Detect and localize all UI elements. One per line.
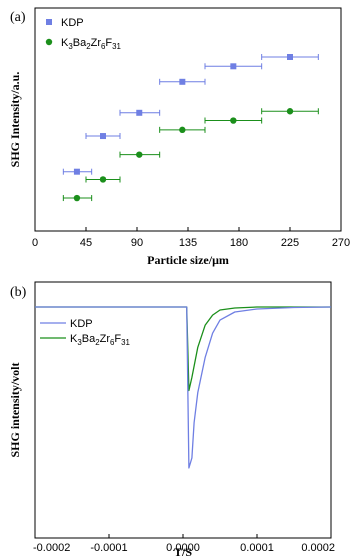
x-axis-label-a: Particle size/μm	[147, 253, 229, 267]
series-line-b-k3ba2zr6f31	[35, 306, 331, 392]
series-line-b-kdp	[35, 306, 332, 469]
data-point-circle	[179, 126, 186, 134]
y-axis-label-b: SHG intensity/volt	[8, 362, 22, 457]
data-point-square	[100, 133, 106, 140]
legend-marker-k3-a	[45, 38, 53, 46]
legend-label-k3-b: K3Ba2Zr6F31	[70, 333, 131, 347]
data-point-square	[136, 109, 143, 116]
data-point-square	[287, 54, 293, 60]
x-tick-label-b: 0.0001	[240, 542, 274, 554]
series-a-kdp	[62, 54, 319, 175]
x-axis-label-b: T/S	[174, 545, 192, 558]
legend-label-kdp-b: KDP	[70, 318, 93, 330]
data-point-circle	[136, 151, 143, 158]
x-tick-label-b: 0.0000	[166, 542, 200, 554]
data-point-square	[73, 168, 80, 175]
data-point-circle	[73, 194, 81, 202]
x-tick-label-a: 225	[281, 237, 299, 249]
data-point-circle	[99, 176, 107, 183]
data-point-square	[230, 63, 237, 70]
legend-marker-kdp-a	[46, 19, 52, 25]
panel-label-b: (b)	[10, 285, 27, 300]
x-tick-label-b: -0.0002	[33, 542, 70, 554]
legend-label-k3-a: K3Ba2Zr6F31	[61, 37, 122, 51]
data-point-circle	[286, 108, 294, 115]
x-tick-label-b: -0.0001	[90, 542, 127, 554]
series-a-k3ba2zr6f31	[62, 108, 319, 202]
legend-label-kdp-a: KDP	[61, 17, 84, 29]
data-point-circle	[230, 117, 237, 124]
x-tick-label-a: 180	[230, 237, 248, 249]
x-tick-label-a: 0	[32, 237, 38, 249]
data-point-square	[179, 78, 186, 85]
x-tick-label-a: 45	[80, 237, 92, 249]
panel-label-a: (a)	[10, 10, 26, 25]
x-tick-label-a: 270	[332, 237, 350, 249]
x-tick-label-a: 135	[179, 237, 197, 249]
x-tick-label-a: 90	[131, 237, 143, 249]
x-tick-label-b: 0.0002	[301, 542, 335, 554]
y-axis-label-a: SHG Intensity/a.u.	[8, 72, 22, 168]
